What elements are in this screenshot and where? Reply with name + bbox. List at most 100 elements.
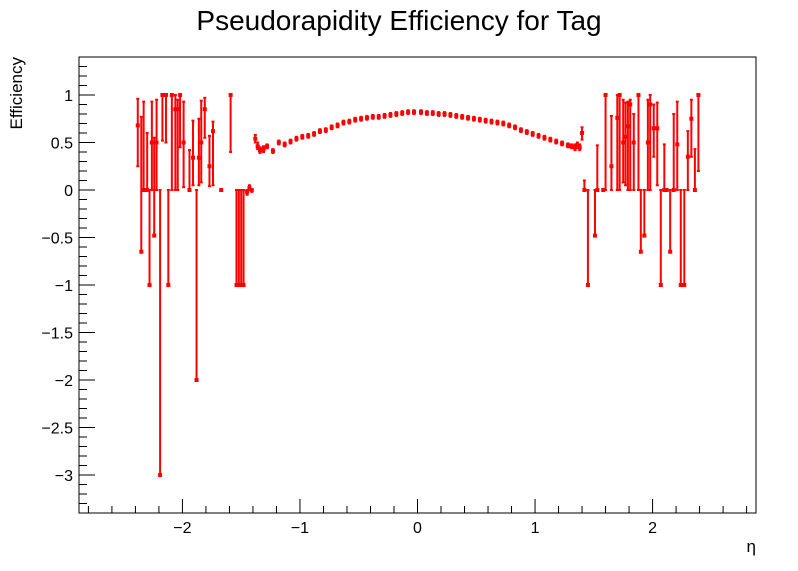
marker bbox=[617, 93, 622, 97]
marker bbox=[645, 140, 650, 145]
marker bbox=[163, 93, 168, 97]
marker bbox=[668, 249, 673, 254]
data-point bbox=[682, 189, 687, 287]
data-point bbox=[601, 188, 606, 192]
data-point bbox=[141, 100, 146, 192]
data-point bbox=[577, 143, 582, 152]
data-point bbox=[617, 93, 622, 191]
marker bbox=[548, 137, 553, 142]
data-point bbox=[202, 96, 207, 139]
data-point bbox=[580, 126, 585, 141]
marker bbox=[300, 134, 305, 139]
marker bbox=[406, 110, 411, 115]
data-point bbox=[518, 127, 523, 134]
y-tick-label: −0.5 bbox=[41, 231, 73, 248]
data-point bbox=[253, 133, 258, 144]
marker bbox=[388, 112, 393, 117]
marker bbox=[442, 112, 447, 116]
marker bbox=[181, 140, 186, 145]
marker bbox=[247, 186, 252, 191]
marker bbox=[382, 113, 387, 118]
marker bbox=[253, 136, 258, 141]
data-point bbox=[501, 120, 506, 127]
data-point bbox=[477, 116, 482, 123]
marker bbox=[276, 140, 281, 145]
marker bbox=[353, 117, 358, 122]
data-point bbox=[609, 114, 614, 191]
marker bbox=[595, 188, 600, 192]
marker bbox=[430, 111, 435, 116]
data-point bbox=[152, 136, 157, 238]
data-point bbox=[228, 93, 233, 153]
data-point bbox=[370, 113, 375, 120]
data-point bbox=[628, 98, 633, 191]
marker bbox=[696, 93, 701, 97]
data-point bbox=[154, 98, 159, 191]
data-point bbox=[430, 110, 435, 116]
marker bbox=[376, 114, 381, 119]
marker bbox=[261, 147, 266, 152]
data-point bbox=[191, 119, 196, 187]
marker bbox=[436, 112, 441, 116]
marker bbox=[580, 131, 585, 135]
marker bbox=[317, 129, 322, 134]
data-point bbox=[569, 143, 574, 150]
data-point bbox=[592, 189, 597, 238]
marker bbox=[685, 154, 690, 159]
data-point bbox=[382, 113, 387, 119]
data-point bbox=[548, 136, 553, 143]
data-point bbox=[631, 113, 636, 191]
data-point bbox=[317, 128, 322, 134]
data-point bbox=[258, 146, 263, 154]
x-tick-label: −1 bbox=[291, 520, 309, 537]
marker bbox=[175, 107, 180, 112]
data-point bbox=[149, 100, 154, 191]
data-point bbox=[276, 139, 281, 146]
marker bbox=[530, 131, 535, 136]
data-point bbox=[199, 99, 204, 184]
data-point bbox=[655, 101, 660, 187]
marker bbox=[631, 140, 636, 145]
data-point bbox=[163, 93, 168, 144]
data-point bbox=[495, 119, 500, 126]
data-point bbox=[135, 97, 140, 168]
y-tick-label: −2 bbox=[55, 373, 73, 390]
marker bbox=[638, 249, 643, 254]
marker bbox=[270, 149, 275, 154]
marker bbox=[609, 164, 614, 169]
data-point bbox=[595, 144, 600, 192]
marker bbox=[341, 120, 346, 125]
marker bbox=[160, 93, 165, 97]
x-tick-label: −2 bbox=[173, 520, 191, 537]
marker bbox=[210, 129, 215, 134]
marker bbox=[158, 473, 163, 477]
data-point bbox=[388, 112, 393, 118]
marker bbox=[507, 123, 512, 128]
marker bbox=[173, 107, 178, 112]
marker bbox=[241, 283, 246, 287]
data-point bbox=[249, 188, 254, 193]
data-point bbox=[364, 114, 369, 121]
x-tick-label: 1 bbox=[531, 520, 540, 537]
data-point bbox=[323, 127, 328, 134]
data-point bbox=[648, 94, 653, 191]
data-point bbox=[282, 141, 287, 148]
data-point bbox=[160, 93, 165, 142]
marker bbox=[513, 125, 518, 130]
data-point bbox=[181, 100, 186, 189]
marker bbox=[239, 283, 244, 287]
marker bbox=[166, 283, 171, 287]
marker bbox=[202, 107, 207, 112]
data-point bbox=[582, 179, 587, 192]
marker bbox=[692, 188, 697, 192]
marker bbox=[623, 134, 628, 139]
marker bbox=[329, 125, 334, 130]
data-point bbox=[312, 131, 317, 137]
data-point bbox=[187, 149, 192, 192]
y-tick-label: −1.5 bbox=[41, 326, 73, 343]
marker bbox=[364, 115, 369, 120]
data-point bbox=[261, 145, 266, 153]
marker bbox=[483, 118, 488, 123]
marker bbox=[145, 188, 150, 192]
data-point bbox=[664, 188, 669, 192]
